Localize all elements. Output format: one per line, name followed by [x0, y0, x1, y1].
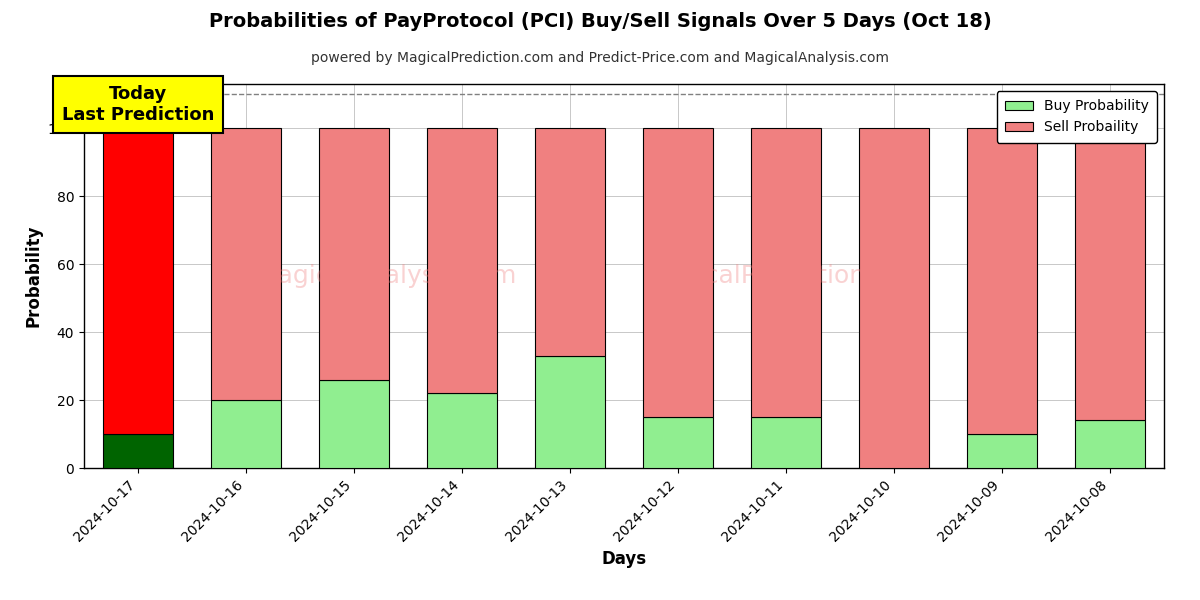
- Text: MagicalAnalysis.com: MagicalAnalysis.com: [257, 264, 516, 288]
- Bar: [751, 128, 821, 417]
- Bar: [211, 400, 281, 468]
- Text: MagicalPrediction.com: MagicalPrediction.com: [646, 264, 926, 288]
- Bar: [535, 128, 605, 356]
- Text: powered by MagicalPrediction.com and Predict-Price.com and MagicalAnalysis.com: powered by MagicalPrediction.com and Pre…: [311, 51, 889, 65]
- Y-axis label: Probability: Probability: [24, 225, 42, 327]
- Bar: [643, 128, 713, 417]
- Text: Probabilities of PayProtocol (PCI) Buy/Sell Signals Over 5 Days (Oct 18): Probabilities of PayProtocol (PCI) Buy/S…: [209, 12, 991, 31]
- Legend: Buy Probability, Sell Probaility: Buy Probability, Sell Probaility: [997, 91, 1157, 143]
- Bar: [427, 128, 497, 393]
- Bar: [1075, 421, 1145, 468]
- Bar: [319, 380, 389, 468]
- Bar: [103, 434, 173, 468]
- Bar: [1075, 128, 1145, 421]
- Bar: [643, 417, 713, 468]
- Bar: [967, 128, 1037, 434]
- Bar: [319, 128, 389, 380]
- Bar: [535, 356, 605, 468]
- Bar: [103, 128, 173, 434]
- Text: Today
Last Prediction: Today Last Prediction: [62, 85, 214, 124]
- Bar: [751, 417, 821, 468]
- Bar: [427, 393, 497, 468]
- X-axis label: Days: Days: [601, 550, 647, 568]
- Bar: [859, 128, 929, 468]
- Bar: [967, 434, 1037, 468]
- Bar: [211, 128, 281, 400]
